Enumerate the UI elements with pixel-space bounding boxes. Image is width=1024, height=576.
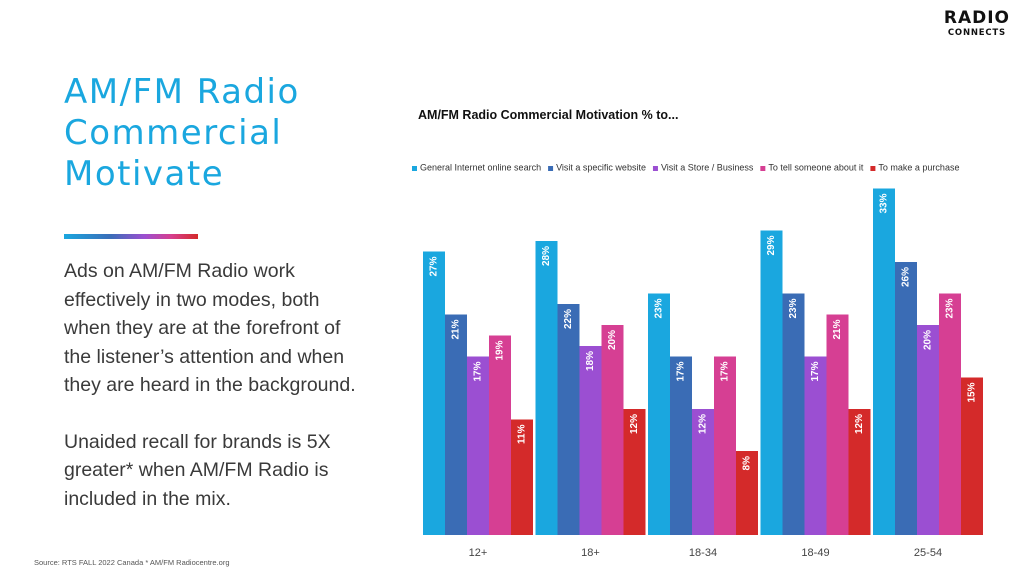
legend-swatch-2 bbox=[548, 166, 554, 171]
data-label: 8% bbox=[742, 456, 753, 471]
chart-title: AM/FM Radio Commercial Motivation % to..… bbox=[418, 108, 678, 122]
data-label: 23% bbox=[654, 298, 665, 318]
bar bbox=[848, 409, 871, 535]
bar bbox=[579, 346, 602, 535]
data-label: 23% bbox=[945, 298, 956, 318]
body-paragraph-1: Ads on AM/FM Radio work effectively in t… bbox=[64, 260, 356, 396]
data-label: 18% bbox=[585, 351, 596, 371]
bar bbox=[760, 230, 783, 535]
data-label: 23% bbox=[788, 298, 799, 318]
bar bbox=[917, 325, 939, 535]
body-text: Ads on AM/FM Radio work effectively in t… bbox=[64, 257, 364, 541]
category-label: 18-49 bbox=[801, 547, 829, 559]
bar bbox=[826, 314, 849, 535]
bar bbox=[623, 409, 646, 535]
bar bbox=[895, 262, 917, 535]
slide-title: AM/FM Radio Commercial Motivate bbox=[64, 72, 300, 194]
data-label: 12% bbox=[698, 414, 709, 434]
data-label: 19% bbox=[495, 340, 506, 360]
bar bbox=[939, 293, 961, 535]
logo-line-1: RADIO bbox=[943, 8, 1010, 28]
category-label: 18-34 bbox=[689, 547, 717, 559]
logo-line-2: CONNECTS bbox=[947, 28, 1006, 38]
bar bbox=[804, 356, 827, 535]
bar bbox=[961, 377, 983, 535]
bar bbox=[736, 451, 758, 535]
gradient-divider bbox=[64, 234, 198, 239]
legend-swatch-4 bbox=[760, 166, 766, 171]
data-label: 29% bbox=[766, 235, 777, 255]
bar bbox=[670, 356, 692, 535]
bar bbox=[445, 314, 467, 535]
data-label: 20% bbox=[923, 330, 934, 350]
bar bbox=[489, 335, 511, 535]
legend-label-2: Visit a specific website bbox=[556, 163, 646, 173]
legend-swatch-1 bbox=[412, 166, 417, 171]
bar bbox=[535, 241, 558, 535]
data-label: 17% bbox=[810, 361, 821, 381]
source-note: Source: RTS FALL 2022 Canada * AM/FM Rad… bbox=[34, 558, 230, 567]
bar bbox=[648, 293, 670, 535]
legend-swatch-3 bbox=[652, 166, 658, 171]
legend-label-1: General Internet online search bbox=[420, 163, 541, 173]
bar bbox=[782, 293, 805, 535]
data-label: 17% bbox=[720, 361, 731, 381]
bar bbox=[692, 409, 714, 535]
category-label: 18+ bbox=[581, 547, 600, 559]
legend-swatch-5 bbox=[870, 166, 876, 171]
data-label: 26% bbox=[901, 267, 912, 287]
bar bbox=[601, 325, 624, 535]
data-label: 33% bbox=[879, 193, 890, 213]
data-label: 21% bbox=[832, 319, 843, 339]
legend-label-5: To make a purchase bbox=[878, 163, 959, 173]
data-label: 28% bbox=[541, 246, 552, 266]
data-label: 20% bbox=[607, 330, 618, 350]
data-label: 17% bbox=[676, 361, 687, 381]
data-label: 27% bbox=[429, 256, 440, 276]
legend-label-3: Visit a Store / Business bbox=[661, 163, 754, 173]
data-label: 22% bbox=[563, 309, 574, 329]
legend-label-4: To tell someone about it bbox=[768, 163, 864, 173]
data-label: 17% bbox=[473, 361, 484, 381]
data-label: 11% bbox=[517, 424, 528, 444]
bar bbox=[557, 304, 580, 535]
category-label: 12+ bbox=[469, 547, 488, 559]
body-paragraph-2: Unaided recall for brands is 5X greater*… bbox=[64, 430, 331, 510]
bar bbox=[873, 188, 895, 535]
bar bbox=[423, 251, 445, 535]
data-label: 21% bbox=[451, 319, 462, 339]
bar bbox=[511, 419, 533, 535]
bar bbox=[467, 356, 489, 535]
data-label: 12% bbox=[629, 414, 640, 434]
radio-connects-logo: RADIO CONNECTS bbox=[944, 10, 1010, 38]
data-label: 15% bbox=[967, 382, 978, 402]
category-label: 25-54 bbox=[914, 547, 942, 559]
bar bbox=[714, 356, 736, 535]
data-label: 12% bbox=[854, 414, 865, 434]
